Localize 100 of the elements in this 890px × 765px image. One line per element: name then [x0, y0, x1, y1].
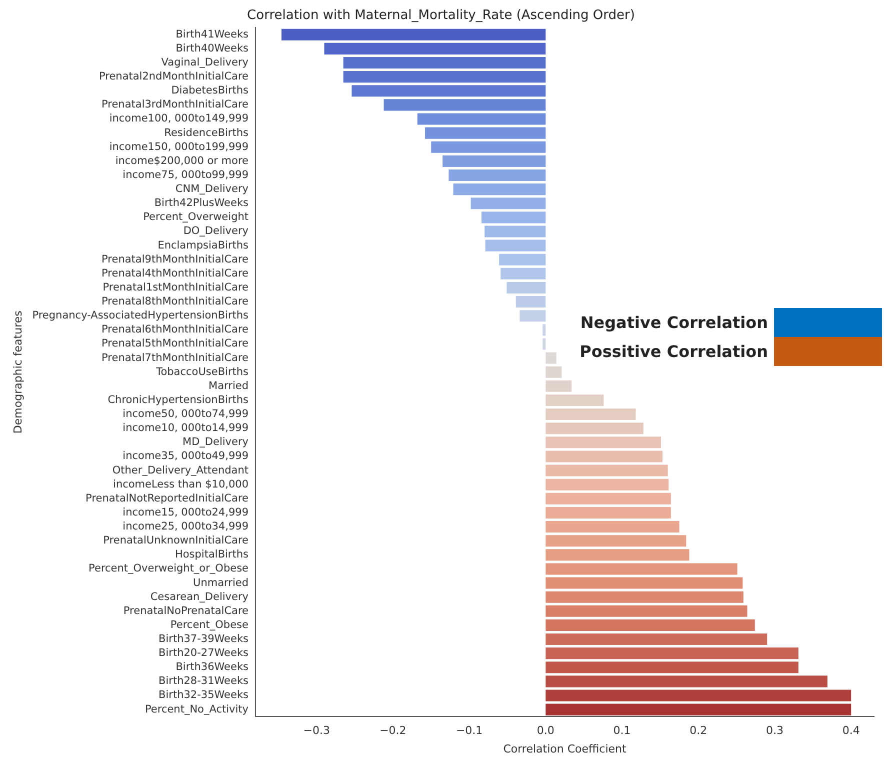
y-tick-label: income100, 000to149,999 [109, 112, 249, 125]
y-tick-label: Prenatal3rdMonthInitialCare [101, 98, 249, 111]
y-tick-label: Cesarean_Delivery [150, 590, 249, 603]
bar [542, 324, 546, 336]
y-tick-label: Birth42PlusWeeks [154, 197, 249, 210]
bar [546, 577, 743, 589]
x-axis-title: Correlation Coefficient [503, 742, 627, 756]
text: Negative Correlation [580, 313, 768, 332]
y-tick-label: Percent_Obese [170, 618, 249, 631]
bar [546, 450, 662, 462]
y-tick-label: Birth32-35Weeks [158, 689, 249, 702]
bar [546, 605, 748, 617]
bar [448, 169, 546, 182]
bar [470, 198, 546, 210]
y-tick-label: Prenatal4thMonthInitialCare [102, 267, 249, 280]
bar [546, 591, 744, 603]
bar [546, 422, 644, 434]
bar [546, 634, 768, 646]
y-tick-label: Birth40Weeks [176, 42, 249, 54]
y-tick-label: PrenatalNotReportedInitialCare [86, 492, 249, 504]
y-tick-label: incomeLess than $10,000 [113, 478, 249, 490]
y-tick-label: income50, 000to74,999 [122, 408, 249, 420]
bar [546, 648, 798, 660]
bar [546, 549, 690, 561]
bar [343, 71, 546, 83]
y-tick-label: DiabetesBirths [171, 84, 249, 97]
bar [500, 268, 546, 280]
y-tick-label: CNM_Delivery [175, 183, 249, 196]
bar [442, 155, 546, 167]
y-axis-title: Demographic features [11, 310, 24, 434]
x-tick-label: 0.1 [613, 724, 631, 738]
bar [546, 690, 852, 702]
bar [546, 506, 671, 518]
y-tick-label: ChronicHypertensionBirths [108, 394, 249, 406]
bar [384, 99, 546, 111]
y-tick-label: Percent_Overweight [143, 211, 249, 224]
y-tick-label: Prenatal2ndMonthInitialCare [98, 70, 249, 83]
y-tick-label: ResidenceBirths [164, 126, 249, 139]
y-tick-label: PrenatalUnknownInitialCare [103, 534, 249, 547]
bar [506, 282, 546, 294]
bar [281, 28, 546, 40]
bar [546, 352, 556, 364]
bar [546, 492, 671, 504]
y-tick-label: Unmarried [193, 576, 249, 589]
bar [417, 113, 546, 125]
y-tick-label: income150, 000to199,999 [109, 140, 249, 153]
y-tick-label: Vaginal_Delivery [161, 56, 249, 68]
y-tick-label: Married [208, 380, 249, 392]
y-tick-label: DO_Delivery [183, 225, 249, 238]
bar [425, 127, 546, 139]
y-tick-label: income15, 000to24,999 [122, 506, 249, 518]
bar [485, 240, 546, 252]
y-tick-label: income75, 000to99,999 [122, 168, 249, 181]
bar [546, 394, 604, 406]
x-tick-label: −0.1 [456, 724, 483, 738]
bar [546, 464, 668, 476]
y-tick-label: income25, 000to34,999 [122, 520, 249, 533]
bar [546, 662, 798, 674]
y-tick-label: Other_Delivery_Attendant [112, 464, 249, 476]
bar [542, 338, 546, 350]
bar [343, 56, 546, 69]
x-tick-label: −0.2 [380, 724, 406, 738]
y-tick-label: Percent_Overweight_or_Obese [88, 562, 249, 575]
bar [546, 521, 680, 533]
y-tick-label: Prenatal9thMonthInitialCare [102, 253, 249, 266]
y-tick-label: Prenatal6thMonthInitialCare [102, 324, 249, 336]
bar [546, 563, 738, 575]
bar [482, 212, 546, 224]
x-tick-label: 0.4 [842, 724, 860, 738]
y-tick-label: Pregnancy-AssociatedHypertensionBirths [32, 310, 249, 322]
series-label: Possitive Correlation [580, 342, 768, 361]
bar [546, 704, 852, 716]
bar [546, 436, 661, 448]
bar [453, 184, 546, 196]
y-tick-label: Birth36Weeks [176, 661, 249, 674]
bar [546, 535, 686, 547]
y-tick-label: Birth37-39Weeks [158, 633, 249, 645]
bar [546, 380, 572, 392]
y-tick-label: HospitalBirths [174, 548, 249, 561]
x-tick-label: 0.0 [536, 724, 554, 738]
y-tick-label: MD_Delivery [182, 436, 249, 448]
y-tick-label: Birth28-31Weeks [158, 675, 249, 688]
y-tick-label: Birth20-27Weeks [158, 647, 249, 660]
y-tick-label: Prenatal5thMonthInitialCare [102, 338, 249, 350]
x-tick-label: 0.2 [690, 724, 708, 738]
bar [352, 85, 546, 97]
y-tick-label: EnclampsiaBirths [158, 239, 249, 252]
y-tick-label: income$200,000 or more [115, 154, 249, 167]
bar [546, 366, 562, 378]
bar [324, 42, 546, 54]
bar [546, 676, 828, 688]
bar [499, 254, 546, 266]
y-tick-label: Prenatal8thMonthInitialCare [102, 296, 249, 308]
y-tick-label: Prenatal1stMonthInitialCare [102, 281, 249, 294]
bar [546, 408, 636, 420]
bar [516, 296, 546, 308]
x-tick-label: 0.3 [766, 724, 784, 738]
chart-title: Correlation with Maternal_Mortality_Rate (Ascending Order) [247, 8, 635, 24]
y-tick-label: income10, 000to14,999 [122, 422, 249, 434]
bar [546, 478, 669, 490]
